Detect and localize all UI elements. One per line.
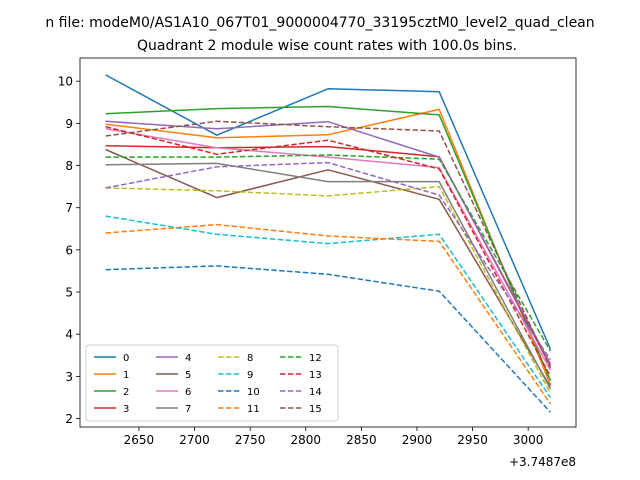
x-tick-label: 2900 [402, 433, 433, 447]
legend-label-8: 8 [247, 353, 253, 364]
series-line-14 [105, 161, 552, 360]
legend-label-3: 3 [123, 404, 129, 415]
legend-label-1: 1 [123, 370, 129, 381]
x-tick-label: 2700 [179, 433, 210, 447]
plot-area: 2650 2700 2750 2800 2850 2900 2950 300023456789… [58, 57, 577, 447]
series-line-1 [105, 108, 552, 386]
series-line-10 [105, 265, 551, 413]
x-tick-label: 2650 [124, 433, 155, 447]
legend-label-6: 6 [185, 387, 191, 398]
series-line-15 [105, 120, 552, 369]
legend-box [85, 344, 339, 422]
x-tick-label: 2950 [457, 433, 488, 447]
x-tick-label: 3000 [513, 433, 544, 447]
series-line-11 [105, 223, 552, 405]
y-tick-label: 3 [65, 370, 73, 384]
legend-label-15: 15 [309, 404, 322, 415]
legend-label-14: 14 [309, 387, 322, 398]
y-tick-label: 5 [65, 286, 73, 300]
x-tick-label: 2800 [290, 433, 321, 447]
y-tick-label: 2 [65, 412, 73, 426]
y-tick-label: 10 [58, 75, 73, 89]
series-line-6 [105, 128, 552, 371]
legend-label-2: 2 [123, 387, 129, 398]
series-line-9 [105, 215, 552, 398]
series-line-8 [105, 185, 552, 394]
chart-suptitle: n file: modeM0/AS1A10_067T01_9000004770_… [45, 15, 594, 31]
chart-title: Quadrant 2 module wise count rates with … [137, 38, 517, 54]
series-line-5 [105, 148, 552, 388]
legend-label-11: 11 [247, 404, 260, 415]
plot-frame [79, 57, 577, 428]
legend-label-12: 12 [309, 353, 322, 364]
x-tick-label: 2750 [235, 433, 266, 447]
y-tick-label: 9 [65, 117, 73, 131]
legend-label-13: 13 [309, 370, 322, 381]
y-tick-label: 8 [65, 159, 73, 173]
legend-label-5: 5 [185, 370, 191, 381]
legend-label-7: 7 [185, 404, 191, 415]
x-tick-label: 2850 [346, 433, 377, 447]
series-line-13 [105, 125, 552, 377]
series-line-0 [105, 74, 552, 350]
x-offset-label: +3.7487e8 [509, 455, 576, 469]
legend-label-4: 4 [185, 353, 191, 364]
legend-label-10: 10 [247, 387, 260, 398]
series-line-2 [105, 105, 552, 381]
legend-label-0: 0 [123, 353, 129, 364]
y-tick-label: 7 [65, 201, 73, 215]
legend-label-9: 9 [247, 370, 253, 381]
y-tick-label: 4 [65, 328, 73, 342]
y-tick-label: 6 [65, 243, 73, 257]
series-line-12 [105, 154, 552, 352]
